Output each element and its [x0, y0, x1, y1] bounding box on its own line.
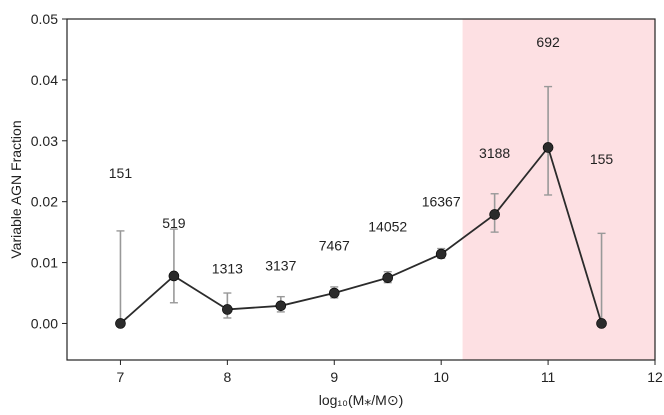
x-axis: 7 8 9 10 11 12 [117, 360, 663, 385]
count-label: 14052 [368, 219, 407, 235]
data-point [382, 272, 394, 284]
data-point [222, 304, 233, 315]
y-axis-label: Variable AGN Fraction [8, 120, 24, 258]
count-labels: 151 519 1313 3137 7467 14052 16367 3188 692 155 [109, 34, 614, 277]
y-tick-label: 0.03 [31, 133, 58, 149]
y-tick-label: 0.05 [31, 11, 58, 27]
data-point [115, 318, 126, 329]
data-point [168, 270, 180, 282]
count-label: 519 [162, 215, 186, 231]
count-label: 692 [536, 34, 560, 50]
data-point [489, 209, 500, 220]
plot-area: 151 519 1313 3137 7467 14052 16367 3188 692 155 [66, 18, 656, 361]
x-tick-label: 9 [330, 369, 338, 385]
data-point [328, 287, 340, 299]
y-tick-label: 0.02 [31, 194, 58, 210]
count-label: 1313 [212, 261, 243, 277]
y-tick-label: 0.00 [31, 315, 58, 331]
x-tick-label: 12 [647, 369, 663, 385]
y-tick-label: 0.01 [31, 255, 58, 271]
count-label: 3137 [265, 258, 296, 274]
data-point [542, 142, 554, 153]
x-tick-label: 11 [541, 369, 556, 385]
x-tick-label: 10 [433, 369, 449, 385]
y-tick-label: 0.04 [31, 72, 58, 88]
count-label: 7467 [319, 238, 350, 254]
plot-frame [66, 18, 656, 361]
count-label: 16367 [422, 194, 461, 210]
count-label: 3188 [479, 145, 510, 161]
data-point [435, 248, 447, 260]
x-tick-label: 7 [117, 369, 125, 385]
y-axis: 0.00 0.01 0.02 0.03 0.04 0.05 [31, 11, 67, 331]
x-tick-label: 8 [223, 369, 231, 385]
data-point [596, 318, 607, 329]
high-mass-highlight-region [462, 19, 655, 360]
data-point [275, 300, 287, 312]
count-label: 155 [590, 151, 614, 167]
series-line [119, 145, 603, 325]
markers [115, 142, 607, 329]
x-axis-label: log₁₀(M⁎/M⊙) [319, 392, 404, 408]
count-label: 151 [109, 165, 133, 181]
